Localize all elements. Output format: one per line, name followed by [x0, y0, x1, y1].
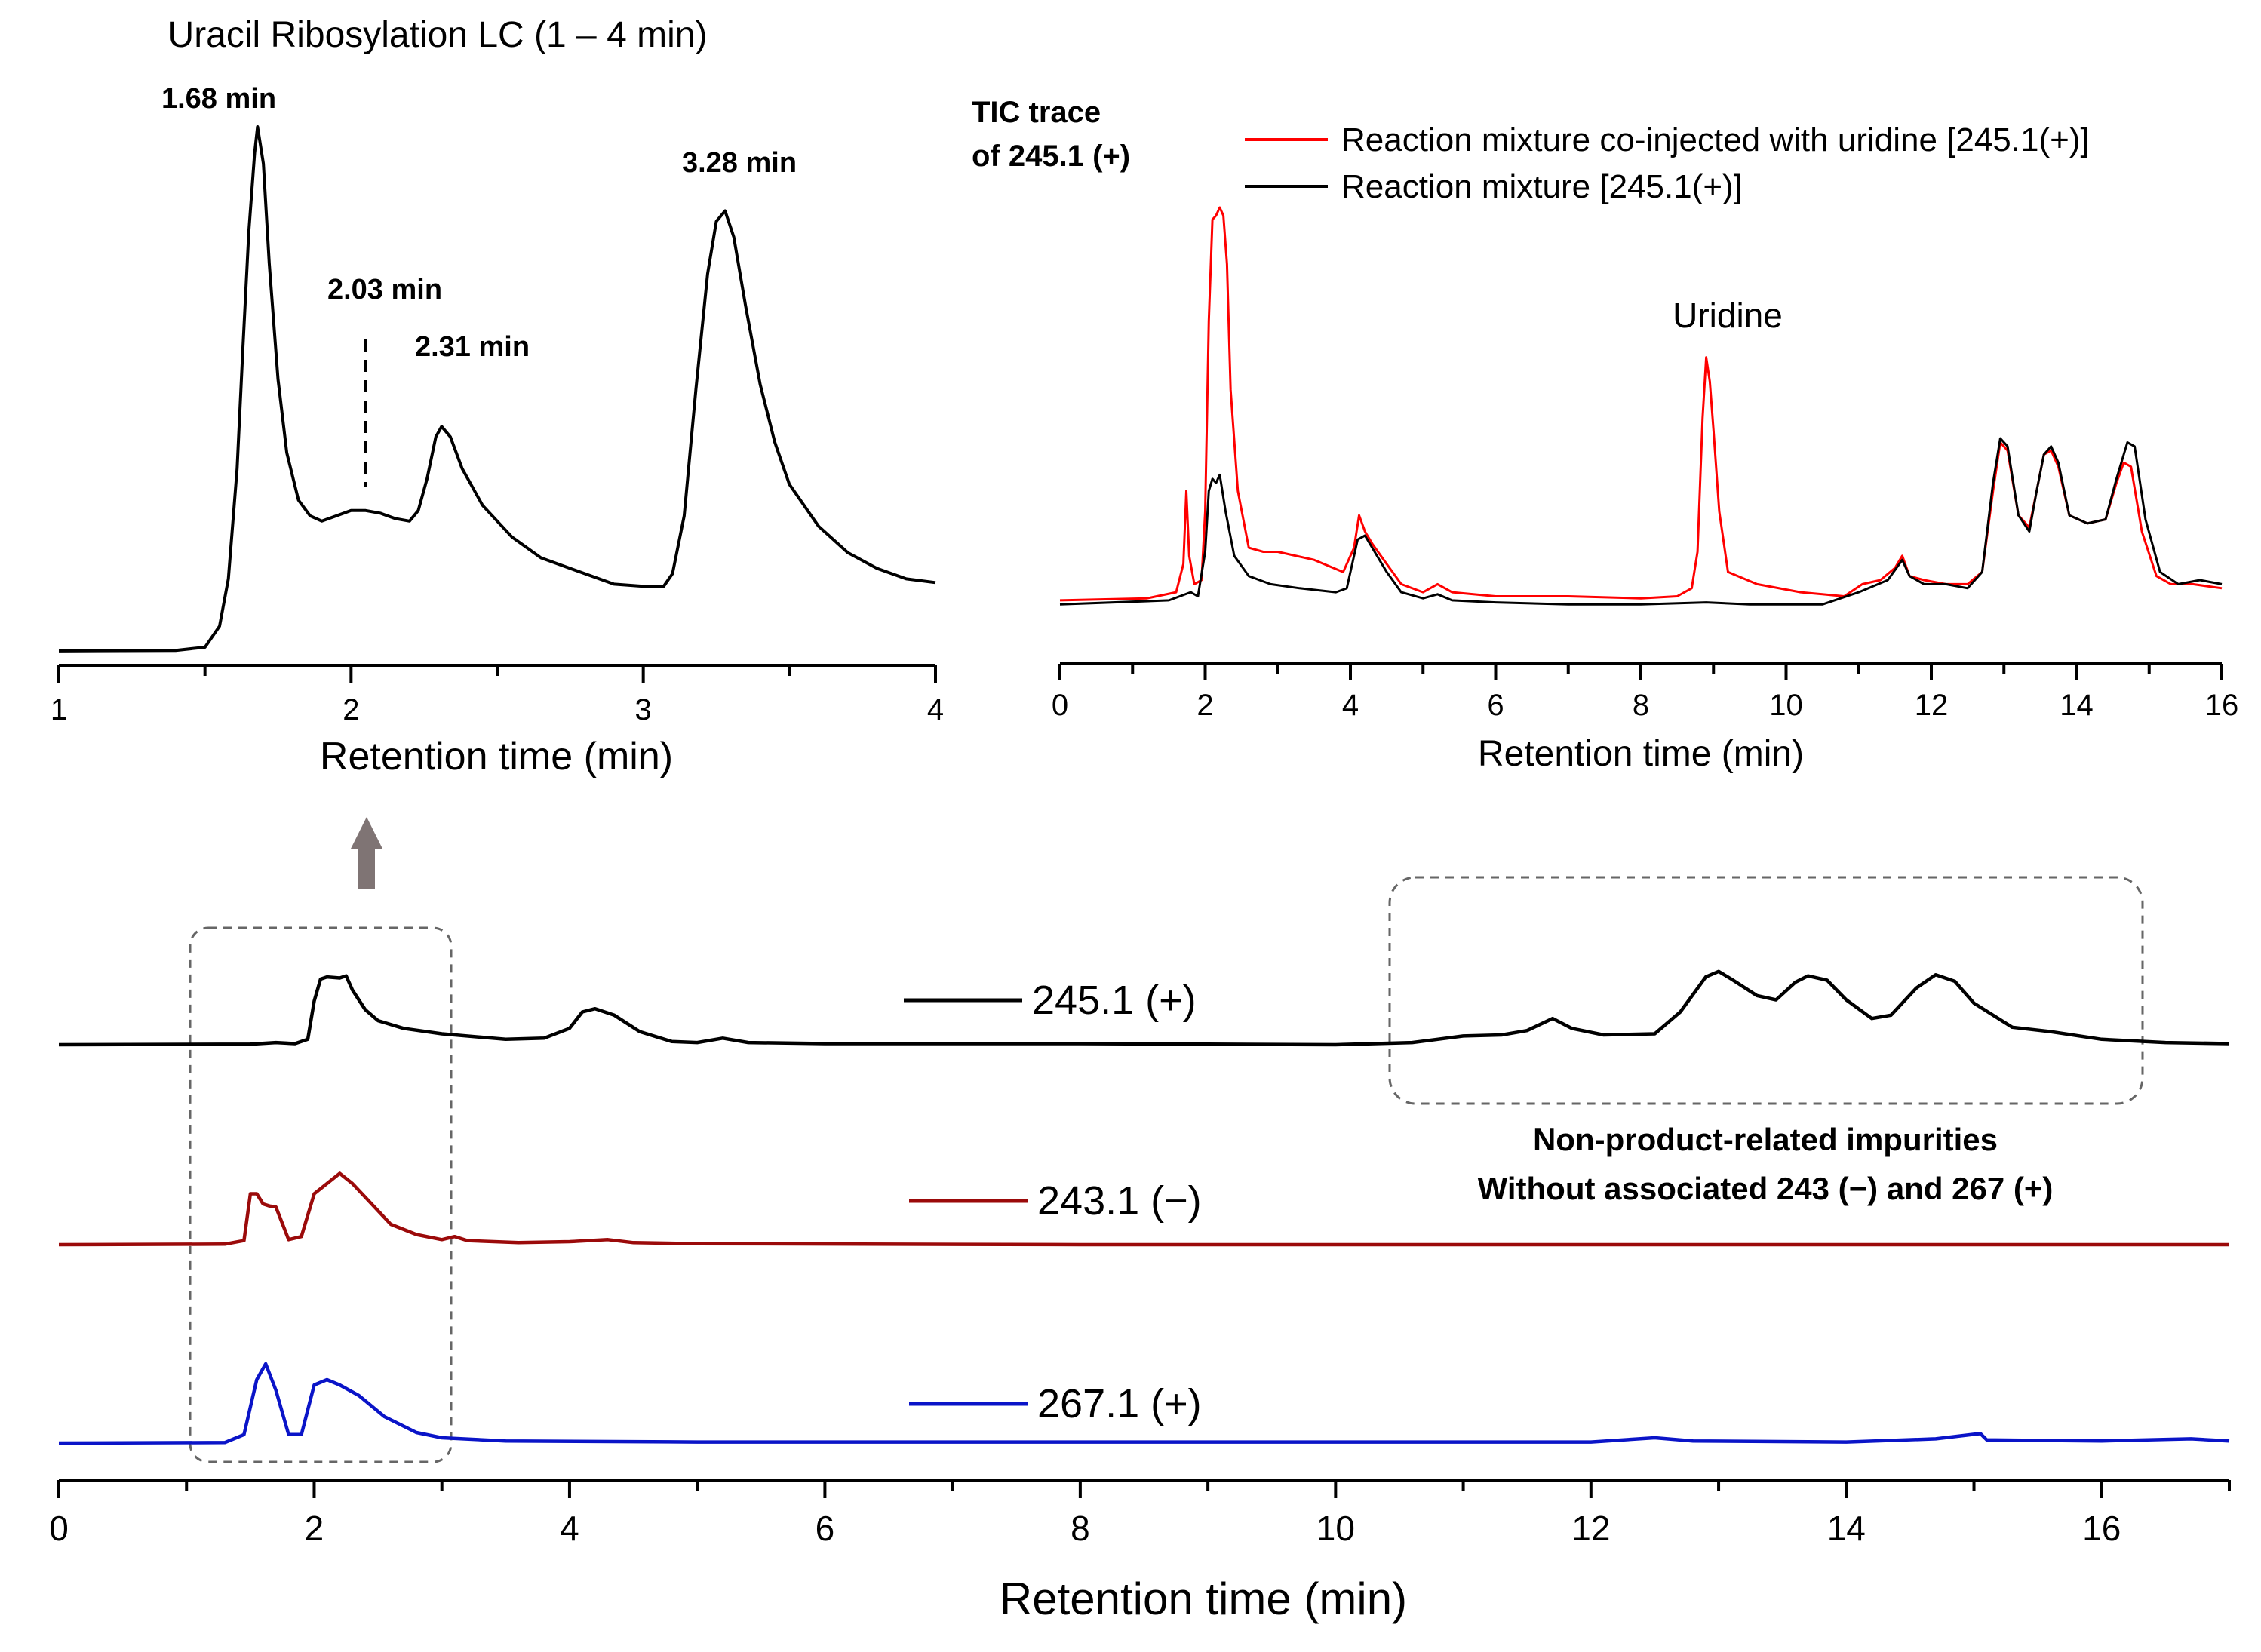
- tick-label: 10: [1769, 689, 1803, 722]
- inset-right-title-line1: TIC trace: [972, 96, 1101, 129]
- series-label-243: 243.1 (−): [909, 1178, 1202, 1224]
- tick-label: 12: [1915, 689, 1949, 722]
- series-text-245: 245.1 (+): [1032, 978, 1197, 1023]
- tick-label: 10: [1316, 1509, 1355, 1548]
- tick-label: 12: [1571, 1509, 1610, 1548]
- early-peaks-box: [189, 926, 453, 1463]
- inset-left-plot: [58, 125, 936, 653]
- tick-label: 0: [1052, 689, 1068, 722]
- main-x-label: Retention time (min): [1000, 1574, 1407, 1624]
- main-ticks: 0 2 4 6 8 10 12 14 16: [49, 1480, 2231, 1548]
- inset-left-trace-0: [58, 125, 936, 653]
- inset-left-ticks: 1 2 3 4: [51, 665, 944, 726]
- impurities-annotation-line2: Without associated 243 (−) and 267 (+): [1478, 1171, 2054, 1206]
- up-arrow-icon: [351, 817, 382, 889]
- series-label-267: 267.1 (+): [909, 1381, 1202, 1426]
- tick-label: 14: [2060, 689, 2094, 722]
- tick-label: 1: [51, 693, 67, 726]
- tick-label: 4: [1342, 689, 1359, 722]
- series-text-267-sign: +: [1164, 1381, 1188, 1426]
- inset-right-ticks: 0 2 4 6 8 10 12 14 16: [1052, 664, 2238, 722]
- impurities-box: [1388, 876, 2144, 1105]
- series-text-243: 243.1 (−): [1037, 1178, 1202, 1224]
- tick-label: 8: [1633, 689, 1649, 722]
- series-text-245-sign: +: [1159, 978, 1183, 1023]
- tick-label: 4: [560, 1509, 579, 1548]
- peak-label-2-31: 2.31 min: [415, 331, 530, 363]
- tick-label: 2: [1197, 689, 1213, 722]
- tick-label: 14: [1827, 1509, 1866, 1548]
- tick-label: 6: [816, 1509, 835, 1548]
- tick-label: 8: [1071, 1509, 1090, 1548]
- series-text-243-sign: −: [1164, 1178, 1188, 1224]
- uridine-label: Uridine: [1673, 296, 1783, 335]
- tick-label: 2: [343, 693, 359, 726]
- tick-label: 4: [927, 693, 944, 726]
- main-trace-0: [58, 969, 2230, 1047]
- legend: Reaction mixture co-injected with uridin…: [1245, 121, 2090, 205]
- series-text-245-b: ): [1183, 978, 1197, 1023]
- series-text-243-a: 243.1 (: [1037, 1178, 1164, 1224]
- series-text-267-b: ): [1188, 1381, 1202, 1426]
- peak-label-1-68: 1.68 min: [161, 83, 276, 115]
- impurities-annotation-line1: Non-product-related impurities: [1533, 1122, 1998, 1157]
- legend-label-reaction-mixture: Reaction mixture [245.1(+)]: [1341, 168, 1743, 205]
- series-label-245: 245.1 (+): [904, 978, 1197, 1023]
- series-text-267-a: 267.1 (: [1037, 1381, 1164, 1426]
- tick-label: 6: [1487, 689, 1504, 722]
- series-text-243-b: ): [1188, 1178, 1202, 1224]
- series-text-245-a: 245.1 (: [1032, 978, 1159, 1023]
- inset-right-panel: TIC trace of 245.1 (+) Reaction mixture …: [972, 96, 2238, 774]
- main-panel: 0 2 4 6 8 10 12 14 16 245.1 (+) 243.1 (−) 267.1 …: [49, 969, 2231, 1624]
- peak-label-3-28: 3.28 min: [682, 147, 797, 179]
- inset-left-title: Uracil Ribosylation LC (1 – 4 min): [168, 15, 708, 55]
- tick-label: 16: [2205, 689, 2239, 722]
- main-plot: [58, 969, 2230, 1445]
- inset-right-title-line2: of 245.1 (+): [972, 140, 1130, 173]
- tick-label: 16: [2082, 1509, 2121, 1548]
- peak-label-2-03: 2.03 min: [327, 274, 442, 306]
- tick-label: 0: [49, 1509, 69, 1548]
- tick-label: 3: [635, 693, 652, 726]
- tick-label: 2: [305, 1509, 324, 1548]
- inset-left-x-label: Retention time (min): [320, 735, 673, 778]
- inset-right-plot: [1059, 206, 2223, 606]
- series-text-267: 267.1 (+): [1037, 1381, 1202, 1426]
- main-trace-2: [58, 1362, 2230, 1445]
- inset-right-x-label: Retention time (min): [1478, 734, 1804, 774]
- legend-label-coinjected: Reaction mixture co-injected with uridin…: [1341, 121, 2090, 158]
- inset-right-trace-1: [1059, 437, 2223, 606]
- main-trace-1: [58, 1171, 2229, 1247]
- inset-right-trace-0: [1059, 206, 2223, 602]
